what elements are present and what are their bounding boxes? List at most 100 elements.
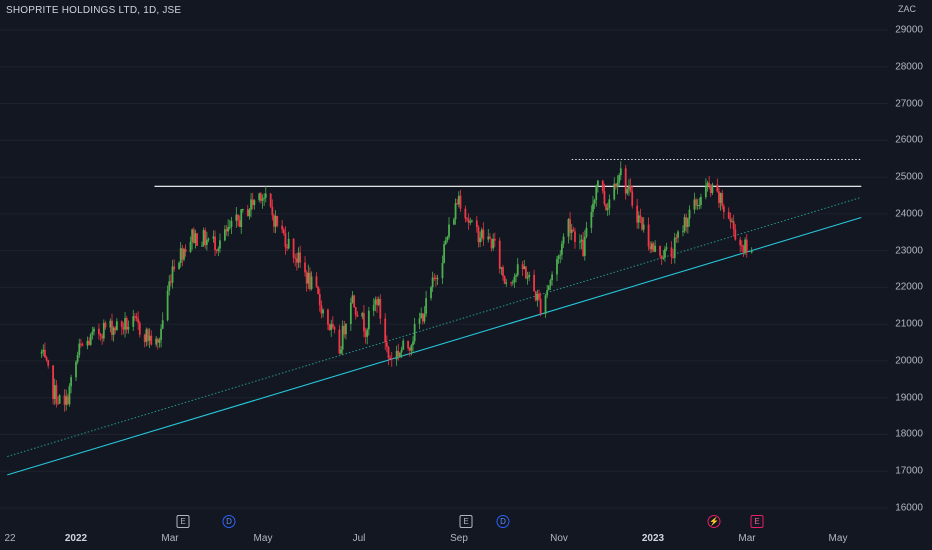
candle	[55, 380, 58, 408]
candle	[616, 175, 619, 195]
candle	[570, 223, 573, 241]
candle	[191, 228, 194, 250]
candle	[544, 293, 547, 318]
candle	[109, 318, 112, 333]
price-tick-label: 26000	[895, 134, 923, 146]
candle	[132, 309, 135, 331]
candle	[619, 161, 622, 181]
candle	[372, 298, 375, 317]
candle	[297, 247, 300, 269]
candle	[366, 327, 369, 345]
candle	[734, 224, 737, 241]
candle	[510, 281, 513, 287]
candle	[125, 316, 128, 334]
candle	[664, 245, 666, 262]
candle	[287, 231, 290, 250]
candle	[631, 185, 634, 209]
trend-lines[interactable]	[7, 158, 862, 476]
candle	[642, 217, 645, 233]
candle	[112, 326, 115, 342]
candle	[693, 192, 696, 214]
candle	[181, 244, 184, 267]
candle	[349, 297, 352, 331]
candle	[215, 249, 218, 254]
candle	[150, 330, 153, 346]
candle	[578, 234, 581, 250]
candle	[722, 203, 725, 219]
candle	[340, 346, 342, 355]
candle	[235, 207, 238, 228]
candle	[557, 254, 560, 264]
candle	[413, 317, 416, 345]
candle	[53, 378, 56, 405]
candle	[716, 178, 719, 193]
candle	[511, 279, 514, 286]
candle	[227, 219, 230, 237]
dividend-marker-icon[interactable]: D	[222, 515, 236, 528]
candle	[47, 359, 50, 369]
candle	[626, 187, 629, 196]
dividend-marker-icon[interactable]: D	[496, 515, 510, 528]
split-marker-icon[interactable]: ⚡	[707, 515, 721, 528]
candle	[436, 274, 439, 285]
candle	[750, 247, 753, 254]
candle	[196, 232, 198, 246]
candle	[490, 238, 493, 252]
candle	[276, 215, 279, 228]
candle	[204, 227, 207, 249]
support-trendline	[7, 216, 862, 476]
candle	[659, 245, 661, 259]
channel-trendline	[7, 196, 862, 457]
candle	[457, 191, 460, 208]
candle	[502, 264, 504, 281]
candle	[493, 232, 496, 248]
earnings-marker-icon[interactable]: E	[176, 515, 190, 528]
candle	[156, 337, 159, 350]
time-tick-label: Mar	[738, 533, 756, 544]
candle	[345, 322, 347, 340]
candle	[194, 229, 197, 249]
earnings-future-marker-icon[interactable]: E	[750, 515, 764, 528]
candle	[556, 255, 558, 282]
candle	[385, 335, 388, 353]
candle	[709, 184, 712, 197]
candle	[562, 233, 565, 248]
candle	[376, 296, 378, 313]
price-axis[interactable]: 29000 28000 27000 26000 25000 24000 23000 22000…	[888, 0, 932, 550]
candle	[614, 183, 617, 190]
candle	[583, 230, 586, 261]
candle	[44, 342, 46, 358]
candle	[444, 236, 447, 246]
candle	[567, 218, 570, 244]
candle	[75, 360, 77, 381]
candle	[327, 308, 329, 331]
candle	[127, 320, 130, 334]
candle	[513, 273, 516, 288]
price-tick-label: 21000	[895, 318, 923, 330]
candle	[155, 335, 158, 348]
candle	[65, 389, 68, 411]
candle	[161, 312, 164, 330]
time-axis[interactable]: 22 2022 Mar May Jul Sep Nov 2023 Mar May	[0, 528, 888, 550]
earnings-marker-icon[interactable]: E	[459, 515, 473, 528]
candle	[81, 342, 84, 347]
candle	[307, 264, 310, 289]
candle	[435, 274, 437, 287]
candle	[647, 217, 650, 251]
candle	[418, 312, 421, 330]
candle	[456, 198, 459, 205]
candle	[731, 217, 733, 223]
candle	[448, 217, 450, 240]
candle	[628, 179, 630, 197]
candle	[637, 211, 640, 229]
candle	[143, 333, 146, 348]
candle	[341, 320, 344, 356]
candle	[492, 233, 495, 251]
candle	[539, 292, 542, 317]
candle	[258, 192, 261, 203]
candle	[57, 396, 59, 405]
candle	[704, 178, 707, 200]
candle	[70, 374, 72, 394]
candle	[237, 214, 239, 227]
